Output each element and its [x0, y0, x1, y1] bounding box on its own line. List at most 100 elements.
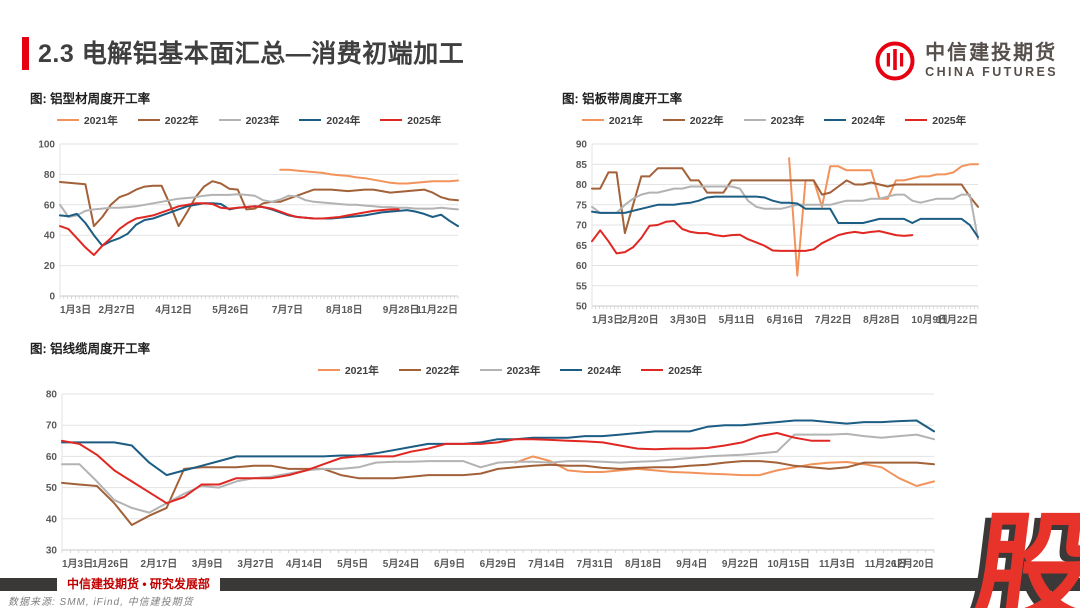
legend-swatch — [905, 118, 928, 122]
y-tick-label: 80 — [44, 170, 56, 181]
footer-bar-left-segment — [0, 578, 57, 591]
legend-swatch — [581, 118, 604, 122]
legend-label: 2021年 — [344, 364, 379, 377]
chart-aluminum-wire-cable-operating-rate: 图: 铝线缆周度开工率 2021年 2022年 2023年 2024年 2025年 30… — [30, 338, 942, 576]
legend-item-2024年: 2024年 — [299, 113, 360, 128]
legend-label: 2022年 — [689, 114, 724, 127]
x-tick-label: 11月26日 — [865, 558, 907, 570]
y-tick-label: 80 — [46, 390, 58, 401]
x-tick-label: 2月27日 — [99, 304, 136, 316]
watermark-character: 股 — [965, 503, 1080, 608]
legend-swatch — [743, 118, 766, 122]
x-tick-label: 3月27日 — [237, 558, 274, 570]
x-tick-label: 3月30日 — [670, 314, 707, 326]
footer-bar-right-segment — [219, 578, 1080, 591]
y-tick-label: 50 — [576, 302, 588, 313]
legend-label: 2024年 — [326, 114, 361, 127]
y-tick-label: 85 — [576, 160, 588, 171]
x-tick-label: 9月28日 — [383, 304, 420, 316]
x-tick-label: 5月26日 — [212, 304, 249, 316]
series-line-2022年 — [591, 167, 979, 235]
legend-label: 2024年 — [851, 114, 886, 127]
series-line-2024年 — [61, 419, 935, 477]
x-tick-label: 9月22日 — [722, 558, 759, 570]
x-tick-label: 4月14日 — [286, 558, 323, 570]
y-tick-label: 20 — [44, 261, 56, 272]
footer-bar: 中信建投期货 • 研究发展部 — [0, 578, 1080, 591]
series-line-2023年 — [591, 185, 979, 241]
legend-label: 2025年 — [407, 114, 442, 127]
x-tick-label: 6月16日 — [767, 314, 804, 326]
x-tick-label: 7月31日 — [577, 558, 614, 570]
series-line-2025年 — [59, 202, 400, 256]
y-tick-label: 55 — [576, 281, 588, 292]
x-tick-label: 7月22日 — [815, 314, 852, 326]
x-tick-label: 5月24日 — [383, 558, 420, 570]
x-tick-label: 8月18日 — [326, 304, 363, 316]
y-tick-label: 60 — [576, 261, 588, 272]
x-tick-label: 6月9日 — [434, 558, 465, 570]
legend-item-2024年: 2024年 — [560, 363, 621, 378]
chart-title: 图: 铝线缆周度开工率 — [30, 342, 151, 356]
series-line-2023年 — [61, 432, 935, 514]
chart-aluminum-profile-operating-rate: 图: 铝型材周度开工率 2021年 2022年 2023年 2024年 2025年 0 2… — [30, 88, 468, 322]
page-title: 2.3 电解铝基本面汇总—消费初端加工 — [38, 40, 465, 68]
series-line-2025年 — [61, 432, 831, 505]
chart-legend: 2021年 2022年 2023年 2024年 2025年 — [562, 112, 986, 128]
legend-swatch — [479, 368, 502, 372]
y-tick-label: 40 — [46, 514, 58, 525]
y-tick-label: 70 — [576, 221, 588, 232]
data-source-note: 数据来源: SMM, iFind, 中信建投期货 — [8, 597, 194, 608]
x-tick-label: 11月3日 — [819, 558, 855, 570]
chart-title: 图: 铝型材周度开工率 — [30, 92, 151, 106]
series-line-2022年 — [59, 180, 459, 228]
series-line-2025年 — [591, 220, 914, 255]
y-tick-label: 70 — [46, 421, 58, 432]
footer-department: 中信建投期货 • 研究发展部 — [57, 578, 220, 591]
x-tick-label: 6月29日 — [480, 558, 517, 570]
series-line-2021年 — [514, 455, 935, 487]
legend-item-2021年: 2021年 — [581, 113, 643, 128]
x-tick-label: 7月14日 — [528, 558, 565, 570]
x-tick-label: 4月12日 — [155, 304, 192, 316]
x-tick-label: 8月18日 — [625, 558, 662, 570]
y-tick-label: 50 — [46, 483, 58, 494]
legend-item-2023年: 2023年 — [743, 113, 804, 128]
logo-english-name: CHINA FUTURES — [925, 64, 1058, 79]
x-tick-label: 10月9日 — [911, 314, 948, 326]
y-tick-label: 75 — [576, 200, 588, 211]
legend-swatch — [824, 118, 847, 122]
x-tick-label: 5月5日 — [337, 558, 368, 570]
y-tick-label: 60 — [44, 200, 56, 211]
logo-text: 中信建投期货 CHINA FUTURES — [925, 42, 1058, 79]
series-line-2021年 — [279, 168, 459, 185]
legend-item-2025年: 2025年 — [380, 113, 441, 128]
legend-label: 2023年 — [506, 364, 541, 377]
legend-swatch — [641, 368, 664, 372]
series-line-2022年 — [61, 460, 935, 526]
legend-item-2022年: 2022年 — [137, 113, 199, 128]
x-tick-label: 9月4日 — [676, 558, 707, 570]
legend-label: 2022年 — [425, 364, 460, 377]
x-tick-label: 5月11日 — [719, 314, 755, 326]
chart-legend: 2021年 2022年 2023年 2024年 2025年 — [30, 112, 468, 128]
x-tick-label: 2月20日 — [622, 314, 659, 326]
legend-label: 2021年 — [608, 114, 643, 127]
x-tick-label: 11月22日 — [416, 304, 458, 316]
legend-label: 2025年 — [668, 364, 703, 377]
legend-item-2021年: 2021年 — [56, 113, 118, 128]
legend-item-2022年: 2022年 — [662, 113, 724, 128]
legend-swatch — [662, 118, 685, 122]
chart-plot: 0 20 40 60 80 100 1月3日 2月27日 4月12日 5月26日 7月7日 8月18日… — [38, 140, 459, 316]
x-tick-label: 7月7日 — [272, 304, 303, 316]
x-tick-label: 11月22日 — [936, 314, 978, 326]
x-tick-label: 1月26日 — [92, 558, 129, 570]
legend-swatch — [299, 118, 322, 122]
legend-item-2024年: 2024年 — [824, 113, 885, 128]
x-tick-label: 3月9日 — [192, 558, 223, 570]
legend-label: 2024年 — [587, 364, 622, 377]
legend-item-2025年: 2025年 — [905, 113, 966, 128]
legend-swatch — [398, 368, 421, 372]
x-tick-label: 8月28日 — [863, 314, 900, 326]
